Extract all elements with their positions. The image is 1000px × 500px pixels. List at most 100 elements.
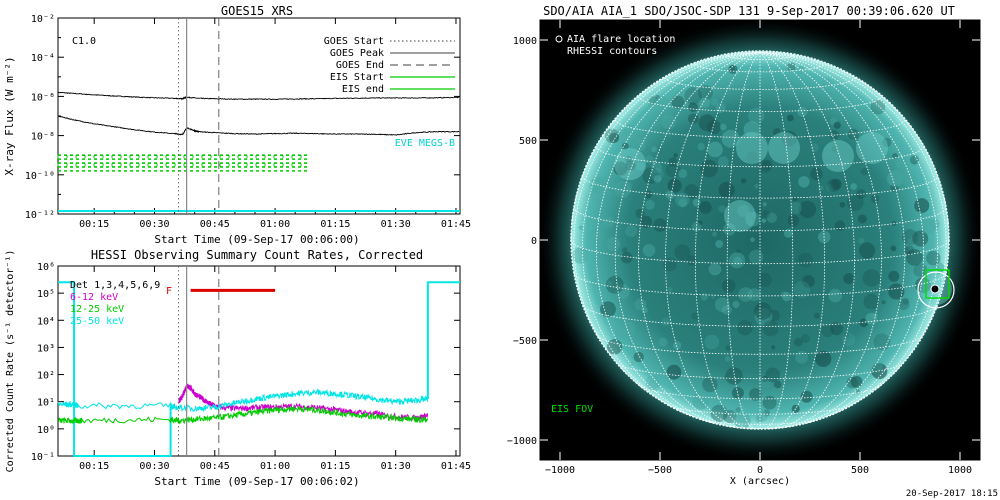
disk-mottle: [699, 97, 710, 108]
disk-mottle: [605, 276, 624, 294]
disk-mottle: [671, 95, 685, 109]
disk-mottle: [762, 210, 770, 219]
grid-longitude-line: [614, 52, 761, 427]
disk-mottle: [572, 247, 589, 264]
disk-mottle: [722, 279, 736, 293]
disk-mottle: [636, 162, 646, 172]
goes-panel: GOES15 XRS 00:15 00:30 00:45 01:00 01:15 01:3…: [3, 4, 471, 246]
disk-mottle: [624, 182, 633, 191]
disk-mottle: [871, 121, 878, 128]
disk-mottle: [621, 142, 629, 150]
disk-mottle: [620, 138, 628, 145]
hessi-y-tick-label: 10²: [37, 371, 55, 382]
disk-mottle: [834, 220, 846, 231]
disk-mottle: [678, 198, 688, 208]
disk-mottle: [773, 380, 782, 389]
goes-legend-end-label: GOES End: [336, 60, 384, 71]
disk-mottle: [737, 204, 750, 217]
goes-x-tick-label: 00:30: [139, 219, 169, 230]
disk-mottle: [781, 130, 797, 147]
disk-mottle: [661, 317, 671, 327]
disk-mottle: [771, 345, 776, 350]
goes-time-markers: [178, 18, 220, 214]
grid-longitude-line: [759, 52, 825, 430]
disk-mottle: [712, 231, 717, 237]
disk-mottle: [591, 277, 603, 289]
goes-plot-frame: [57, 17, 461, 215]
goes-x-tick-label: 01:15: [320, 219, 350, 230]
active-region: [822, 140, 854, 172]
disk-mottle: [698, 114, 716, 132]
disk-mottle: [907, 235, 925, 253]
disk-mottle: [691, 312, 699, 320]
grid-latitude-line: [582, 175, 938, 199]
aia-y-tick-label: 1000: [513, 36, 537, 47]
grid-latitude-line: [699, 418, 821, 425]
disk-mottle: [798, 200, 817, 219]
disk-mottle: [678, 169, 688, 179]
disk-mottle: [648, 379, 660, 392]
goes-x-axis-label: Start Time (09-Sep-17 00:06:00): [154, 233, 359, 246]
disk-mottle: [674, 244, 691, 261]
hessi-flag-label: F: [166, 286, 172, 297]
disk-mottle: [757, 273, 772, 287]
disk-mottle: [661, 114, 677, 130]
disk-mottle: [623, 123, 638, 137]
disk-mottle: [862, 269, 881, 287]
aia-x-tick-label: −500: [648, 465, 672, 476]
disk-mottle: [600, 301, 616, 318]
disk-mottle: [675, 192, 690, 207]
disk-mottle: [857, 214, 867, 224]
disk-mottle: [614, 180, 631, 198]
hessi-legend-25-50: 25-50 keV: [70, 316, 124, 327]
disk-mottle: [629, 361, 634, 367]
disk-mottle: [736, 249, 741, 254]
disk-mottle: [606, 339, 623, 355]
disk-mottle: [870, 194, 880, 204]
disk-mottle: [913, 263, 928, 278]
disk-mottle: [801, 334, 810, 343]
grid-longitude-line: [695, 52, 761, 430]
active-region: [724, 200, 756, 232]
disk-mottle: [697, 85, 714, 101]
grid-longitude-line: [759, 52, 939, 418]
legend-flare-marker-icon: [555, 35, 563, 43]
disk-mottle: [830, 322, 844, 336]
disk-mottle: [752, 217, 758, 223]
disk-mottle: [898, 299, 910, 311]
goes-series: [57, 91, 460, 136]
disk-mottle: [867, 356, 883, 373]
disk-mottle: [843, 273, 855, 285]
hessi-y-tick-label: 10⁶: [37, 262, 55, 273]
heliographic-grid: [570, 52, 950, 430]
disk-mottle: [718, 181, 735, 198]
disk-mottle: [766, 212, 777, 223]
disk-mottle: [798, 176, 810, 188]
disk-mottle: [606, 237, 621, 252]
disk-mottle: [708, 262, 722, 276]
hessi-y-tick-label: 10⁵: [37, 289, 55, 300]
hessi-panel: HESSI Observing Summary Count Rates, Cor…: [5, 248, 471, 488]
disk-mottle: [926, 251, 941, 266]
disk-mottle: [666, 364, 682, 380]
hessi-saturation-trace: [58, 281, 460, 457]
disk-mottle: [754, 183, 759, 189]
goes-x-tick-label: 01:00: [260, 219, 290, 230]
goes-x-tick-label: 01:30: [381, 219, 411, 230]
aia-x-tick-label: −1000: [545, 465, 575, 476]
disk-mottle: [723, 223, 736, 236]
disk-mottle: [858, 237, 865, 244]
hessi-y-tick-label: 10⁰: [37, 425, 55, 436]
disk-mottle: [668, 157, 678, 167]
disk-mottle: [663, 257, 677, 272]
hessi-x-tick-label: 01:15: [320, 461, 350, 472]
grid-longitude-line: [759, 52, 925, 424]
hessi-title: HESSI Observing Summary Count Rates, Cor…: [91, 248, 423, 262]
disk-mottle: [665, 162, 681, 178]
grid-latitude-line: [596, 335, 924, 355]
disk-mottle: [821, 78, 833, 90]
disk-mottle: [761, 218, 767, 224]
disk-mottle: [842, 333, 856, 347]
aia-legend-rhessi: RHESSI contours: [567, 46, 657, 57]
